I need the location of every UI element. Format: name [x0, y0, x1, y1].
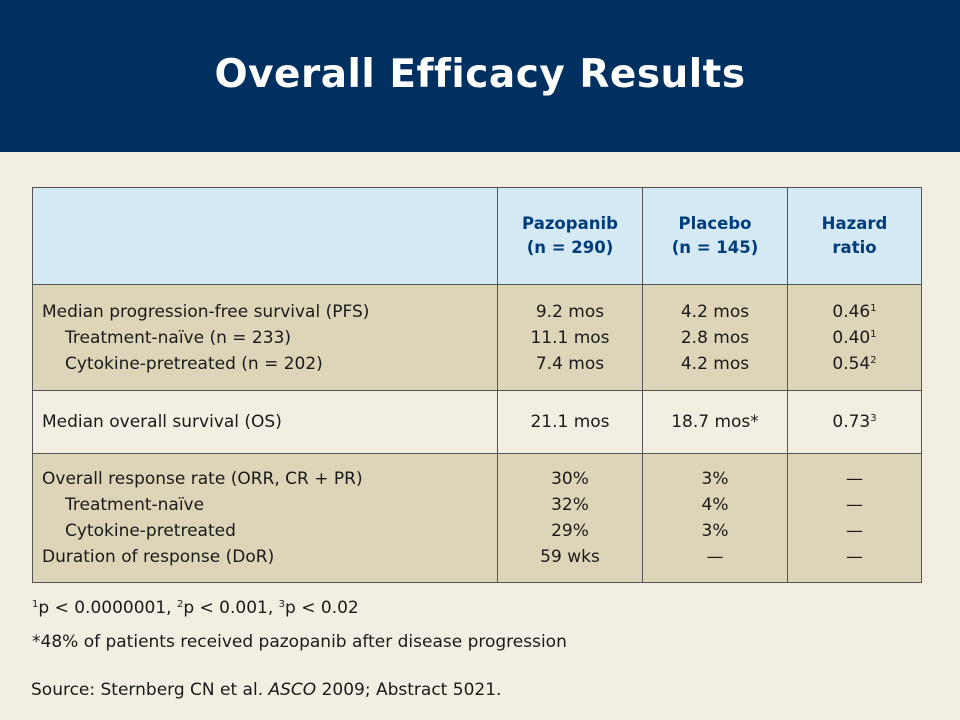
footnote-p-values: 1p < 0.0000001, 2p < 0.001, 3p < 0.02 [32, 598, 359, 618]
efficacy-table: Pazopanib (n = 290) Placebo (n = 145) Haza… [32, 187, 922, 583]
title-bar [0, 0, 960, 152]
hazard-ratio-cell: 0.461 0.401 0.542 [787, 284, 922, 391]
placebo-cell: 18.7 mos* [642, 390, 788, 454]
pazopanib-cell: 9.2 mos 11.1 mos 7.4 mos [497, 284, 643, 391]
placebo-cell: 4.2 mos 2.8 mos 4.2 mos [642, 284, 788, 391]
page-title: Overall Efficacy Results [214, 52, 746, 97]
header-placebo: Placebo (n = 145) [642, 187, 788, 285]
header-empty [32, 187, 498, 285]
hazard-ratio-cell: — — — — [787, 453, 922, 583]
table-row-orr: Overall response rate (ORR, CR + PR) Tre… [32, 453, 922, 583]
header-pazopanib: Pazopanib (n = 290) [497, 187, 643, 285]
hazard-ratio-cell: 0.733 [787, 390, 922, 454]
placebo-cell: 3% 4% 3% — [642, 453, 788, 583]
table-header-row: Pazopanib (n = 290) Placebo (n = 145) Haza… [32, 187, 922, 285]
row-label: Overall response rate (ORR, CR + PR) Tre… [32, 453, 498, 583]
footnote-crossover: *48% of patients received pazopanib afte… [32, 632, 567, 652]
pazopanib-cell: 30% 32% 29% 59 wks [497, 453, 643, 583]
row-label: Median progression-free survival (PFS) T… [32, 284, 498, 391]
row-label: Median overall survival (OS) [32, 390, 498, 454]
source-citation: Source: Sternberg CN et al. ASCO 2009; A… [31, 680, 502, 700]
pazopanib-cell: 21.1 mos [497, 390, 643, 454]
table-row-pfs: Median progression-free survival (PFS) T… [32, 284, 922, 391]
header-hazard-ratio: Hazard ratio [787, 187, 922, 285]
table-row-os: Median overall survival (OS) 21.1 mos 18… [32, 390, 922, 454]
